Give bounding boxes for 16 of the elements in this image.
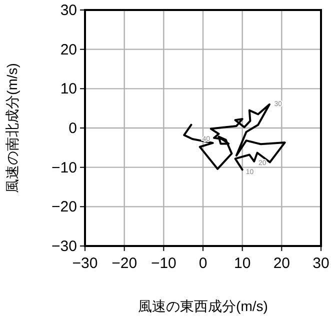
y-tick-label: 10 — [60, 80, 77, 98]
x-tick-label: 10 — [234, 255, 251, 272]
y-tick-label: 0 — [68, 120, 77, 137]
y-tick-label: 20 — [60, 41, 77, 58]
x-axis-title: 風速の東西成分(m/s) — [138, 298, 268, 314]
y-tick-label: −10 — [52, 159, 77, 176]
x-tick-label: 30 — [312, 255, 330, 272]
x-tick-label: 20 — [273, 255, 290, 272]
x-tick-label: −10 — [150, 255, 176, 272]
y-tick-label: 30 — [60, 2, 77, 19]
y-axis-title: 風速の南北成分(m/s) — [4, 63, 20, 193]
y-tick-label: −30 — [52, 238, 77, 255]
x-tick-label: −30 — [72, 255, 98, 272]
x-tick-label: −20 — [112, 255, 138, 272]
x-tick-label: 0 — [198, 255, 208, 272]
y-tick-label: −20 — [52, 198, 77, 216]
